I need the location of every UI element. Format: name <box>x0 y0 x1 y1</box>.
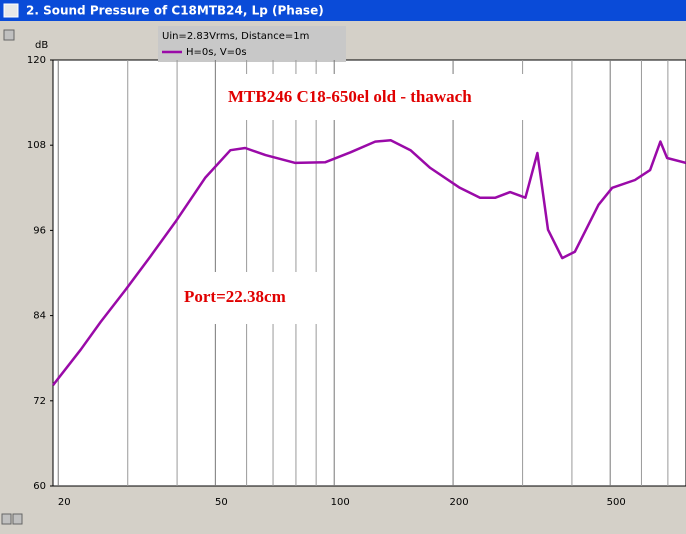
y-tick-label: 96 <box>33 225 46 236</box>
tool-icon[interactable] <box>3 29 15 41</box>
y-tick-label: 72 <box>33 396 46 407</box>
legend-note: Uin=2.83Vrms, Distance=1m <box>162 31 309 42</box>
title-bar <box>0 0 686 21</box>
y-tick-label: 60 <box>33 481 46 492</box>
y-tick-label: 108 <box>27 140 46 151</box>
window-title: 2. Sound Pressure of C18MTB24, Lp (Phase… <box>26 4 324 18</box>
x-tick-label: 100 <box>331 497 350 508</box>
annotation-box <box>178 272 318 324</box>
x-tick-label: 500 <box>607 497 626 508</box>
series-line <box>52 138 686 386</box>
tool-icon[interactable] <box>12 513 23 525</box>
x-tick-label: 20 <box>58 497 71 508</box>
tool-icon[interactable] <box>1 513 12 525</box>
y-axis-label: dB <box>35 40 48 51</box>
y-tick-label: 84 <box>33 311 46 322</box>
window-icon[interactable] <box>3 3 19 18</box>
annotation-box <box>220 74 542 120</box>
y-tick-label: 120 <box>27 55 46 66</box>
legend-label: H=0s, V=0s <box>186 47 247 58</box>
annotation: MTB246 C18-650el old - thawach <box>228 87 472 106</box>
x-tick-label: 50 <box>215 497 228 508</box>
legend <box>158 26 346 62</box>
plot-area <box>52 59 686 487</box>
annotation: Port=22.38cm <box>184 287 286 306</box>
x-tick-label: 200 <box>450 497 469 508</box>
